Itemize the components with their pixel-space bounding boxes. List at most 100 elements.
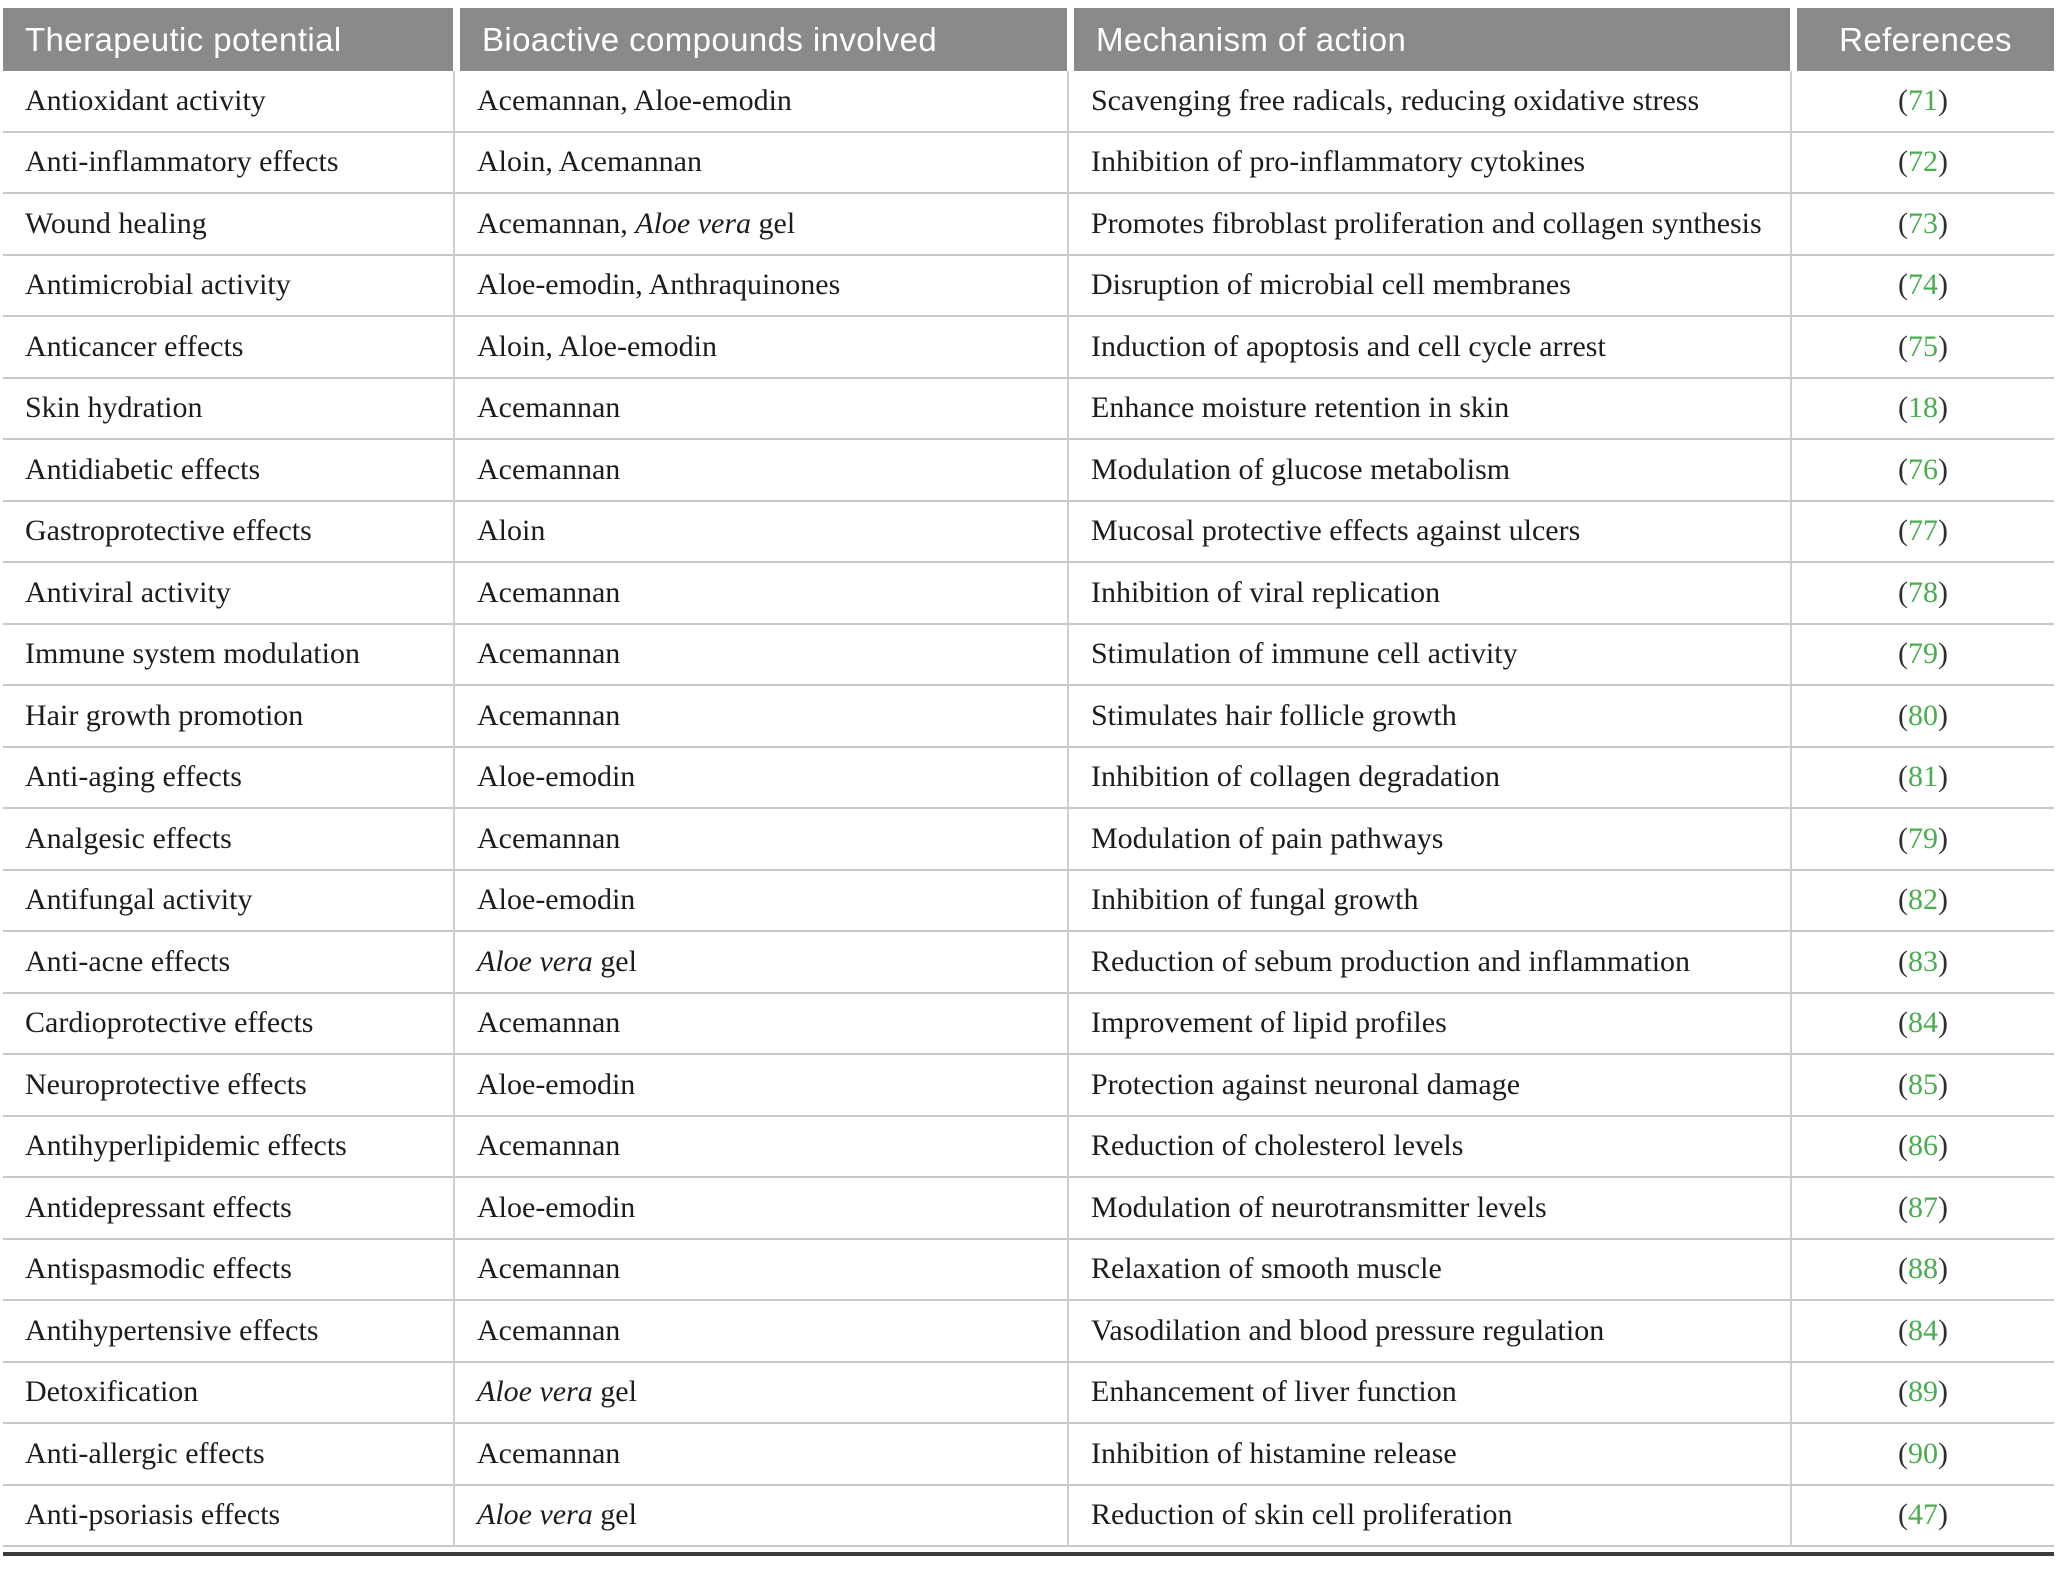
cell-bioactive-compounds: Acemannan	[453, 378, 1067, 440]
reference-link[interactable]: 73	[1908, 206, 1938, 240]
cell-mechanism-of-action: Inhibition of viral replication	[1067, 563, 1790, 625]
reference-paren-open: (	[1898, 1498, 1908, 1532]
reference-paren-close: )	[1938, 1252, 1948, 1286]
reference-paren-close: )	[1938, 452, 1948, 486]
table-row: Hair growth promotion Acemannan Stimulates…	[3, 686, 2054, 748]
reference-link[interactable]: 83	[1908, 944, 1938, 978]
cell-bioactive-compounds: Aloe-emodin	[453, 870, 1067, 932]
cell-therapeutic-potential: Cardioprotective effects	[3, 993, 453, 1055]
cell-therapeutic-potential: Antifungal activity	[3, 870, 453, 932]
cell-therapeutic-potential: Antispasmodic effects	[3, 1239, 453, 1301]
table-row: Neuroprotective effects Aloe-emodin Protec…	[3, 1055, 2054, 1117]
cell-mechanism-of-action: Promotes fibroblast proliferation and co…	[1067, 194, 1790, 256]
reference-link[interactable]: 85	[1908, 1067, 1938, 1101]
reference-paren-open: (	[1898, 883, 1908, 917]
cell-bioactive-compounds: Aloe vera gel	[453, 1362, 1067, 1424]
compound-segment: Acemannan	[477, 1252, 621, 1286]
reference-link[interactable]: 76	[1908, 452, 1938, 486]
table-row: Skin hydration Acemannan Enhance moisture …	[3, 378, 2054, 440]
table-row: Analgesic effects Acemannan Modulation of …	[3, 809, 2054, 871]
compound-segment: Acemannan	[477, 698, 621, 732]
cell-bioactive-compounds: Aloe vera gel	[453, 1485, 1067, 1547]
cell-therapeutic-potential: Antidiabetic effects	[3, 440, 453, 502]
cell-therapeutic-potential: Antioxidant activity	[3, 71, 453, 133]
table-row: Anti-aging effects Aloe-emodin Inhibition …	[3, 747, 2054, 809]
reference-paren-open: (	[1898, 1129, 1908, 1163]
reference-link[interactable]: 87	[1908, 1190, 1938, 1224]
cell-therapeutic-potential: Anti-aging effects	[3, 747, 453, 809]
compound-segment: Aloin	[477, 514, 546, 548]
cell-therapeutic-potential: Anti-acne effects	[3, 932, 453, 994]
table-row: Antispasmodic effects Acemannan Relaxation…	[3, 1239, 2054, 1301]
table-row: Gastroprotective effects Aloin Mucosal pro…	[3, 501, 2054, 563]
reference-paren-close: )	[1938, 575, 1948, 609]
cell-bioactive-compounds: Acemannan	[453, 1301, 1067, 1363]
reference-paren-close: )	[1938, 760, 1948, 794]
cell-therapeutic-potential: Antihyperlipidemic effects	[3, 1116, 453, 1178]
reference-paren-open: (	[1898, 391, 1908, 425]
cell-bioactive-compounds: Acemannan, Aloe-emodin	[453, 71, 1067, 133]
cell-bioactive-compounds: Aloe-emodin	[453, 747, 1067, 809]
cell-bioactive-compounds: Acemannan	[453, 624, 1067, 686]
reference-paren-close: )	[1938, 391, 1948, 425]
reference-link[interactable]: 71	[1908, 83, 1938, 117]
cell-therapeutic-potential: Wound healing	[3, 194, 453, 256]
reference-link[interactable]: 75	[1908, 329, 1938, 363]
reference-paren-close: )	[1938, 944, 1948, 978]
cell-reference: (71)	[1790, 71, 2054, 133]
reference-paren-open: (	[1898, 514, 1908, 548]
table-row: Antioxidant activity Acemannan, Aloe-emod…	[3, 71, 2054, 133]
cell-therapeutic-potential: Anti-allergic effects	[3, 1424, 453, 1486]
reference-paren-open: (	[1898, 760, 1908, 794]
cell-mechanism-of-action: Inhibition of collagen degradation	[1067, 747, 1790, 809]
reference-link[interactable]: 74	[1908, 268, 1938, 302]
reference-link[interactable]: 79	[1908, 821, 1938, 855]
reference-paren-open: (	[1898, 83, 1908, 117]
cell-bioactive-compounds: Aloin, Acemannan	[453, 132, 1067, 194]
reference-paren-open: (	[1898, 1436, 1908, 1470]
compound-segment: Acemannan	[477, 1313, 621, 1347]
cell-bioactive-compounds: Acemannan	[453, 1239, 1067, 1301]
reference-link[interactable]: 80	[1908, 698, 1938, 732]
cell-mechanism-of-action: Stimulates hair follicle growth	[1067, 686, 1790, 748]
reference-link[interactable]: 88	[1908, 1252, 1938, 1286]
reference-link[interactable]: 84	[1908, 1006, 1938, 1040]
reference-link[interactable]: 82	[1908, 883, 1938, 917]
cell-mechanism-of-action: Modulation of pain pathways	[1067, 809, 1790, 871]
table-row: Cardioprotective effects Acemannan Improve…	[3, 993, 2054, 1055]
reference-link[interactable]: 84	[1908, 1313, 1938, 1347]
cell-mechanism-of-action: Protection against neuronal damage	[1067, 1055, 1790, 1117]
reference-link[interactable]: 89	[1908, 1375, 1938, 1409]
cell-mechanism-of-action: Improvement of lipid profiles	[1067, 993, 1790, 1055]
cell-bioactive-compounds: Acemannan	[453, 1424, 1067, 1486]
reference-link[interactable]: 47	[1908, 1498, 1938, 1532]
reference-paren-open: (	[1898, 944, 1908, 978]
column-header-therapeutic-potential: Therapeutic potential	[3, 8, 453, 71]
reference-link[interactable]: 77	[1908, 514, 1938, 548]
cell-reference: (18)	[1790, 378, 2054, 440]
reference-link[interactable]: 72	[1908, 145, 1938, 179]
table-body: Antioxidant activity Acemannan, Aloe-emod…	[3, 71, 2054, 1547]
cell-therapeutic-potential: Anticancer effects	[3, 317, 453, 379]
compound-segment: Acemannan	[477, 821, 621, 855]
reference-paren-close: )	[1938, 821, 1948, 855]
cell-bioactive-compounds: Acemannan	[453, 563, 1067, 625]
cell-therapeutic-potential: Neuroprotective effects	[3, 1055, 453, 1117]
reference-link[interactable]: 90	[1908, 1436, 1938, 1470]
reference-paren-close: )	[1938, 883, 1948, 917]
cell-therapeutic-potential: Anti-inflammatory effects	[3, 132, 453, 194]
compound-segment: Acemannan	[477, 1436, 621, 1470]
reference-link[interactable]: 79	[1908, 637, 1938, 671]
cell-bioactive-compounds: Acemannan	[453, 993, 1067, 1055]
reference-link[interactable]: 86	[1908, 1129, 1938, 1163]
reference-link[interactable]: 78	[1908, 575, 1938, 609]
compound-segment: gel	[592, 1375, 637, 1409]
table-bottom-rule	[3, 1552, 2054, 1556]
cell-therapeutic-potential: Antidepressant effects	[3, 1178, 453, 1240]
reference-link[interactable]: 18	[1908, 391, 1938, 425]
table-row: Anti-acne effects Aloe vera gel Reduction …	[3, 932, 2054, 994]
cell-reference: (73)	[1790, 194, 2054, 256]
reference-paren-open: (	[1898, 698, 1908, 732]
cell-mechanism-of-action: Reduction of sebum production and inflam…	[1067, 932, 1790, 994]
reference-link[interactable]: 81	[1908, 760, 1938, 794]
